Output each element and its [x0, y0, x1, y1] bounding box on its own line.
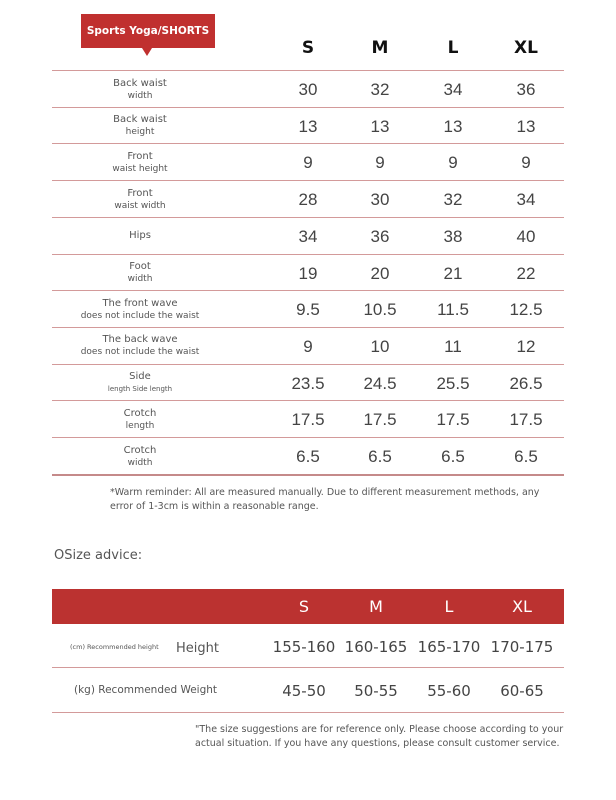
product-title-tag: Sports Yoga/SHORTS [81, 14, 215, 56]
footer-note: "The size suggestions are for reference … [195, 724, 564, 749]
measurement-label: Foot width [127, 261, 153, 284]
cell-value: 12 [516, 336, 536, 356]
measurement-label: Crotch width [123, 444, 157, 468]
table-row: Hips 34 36 38 40 [52, 216, 564, 254]
cell-value: 36 [370, 226, 390, 246]
cell-value: 34 [443, 80, 463, 99]
table-row: Back waist height 13 13 13 13 [52, 106, 564, 144]
cell-value: 28 [298, 190, 318, 210]
advice-size-XL: XL [512, 597, 532, 616]
table-row: Front waist width 28 30 32 34 [52, 180, 564, 217]
table-row: Foot width 19 20 21 22 [52, 253, 564, 291]
cell-value: 30 [298, 80, 318, 99]
cell-value: 36 [516, 80, 536, 99]
size-header-L: L [447, 38, 459, 58]
weight-value: 60-65 [500, 682, 544, 700]
height-unit-label: (cm) Recommended height [70, 643, 159, 651]
cell-value: 17.5 [363, 410, 397, 430]
weight-row: (kg) Recommended Weight 45-50 50-55 55-60 6… [52, 668, 564, 713]
size-header-S: S [301, 38, 315, 58]
height-row: (cm) Recommended height Height 155-160 16… [52, 624, 564, 668]
cell-value: 34 [298, 226, 318, 246]
advice-size-S: S [298, 597, 310, 616]
weight-label: (kg) Recommended Weight [74, 684, 218, 696]
warm-reminder: *Warm reminder: All are measured manuall… [110, 487, 540, 512]
table-row: Crotch width 6.5 6.5 6.5 6.5 [52, 437, 564, 474]
measurement-label: Side length Side length [107, 371, 173, 394]
cell-value: 19 [298, 263, 318, 283]
size-header-XL: XL [514, 38, 538, 58]
cell-value: 9 [303, 153, 313, 173]
cell-value: 17.5 [509, 410, 543, 430]
cell-value: 40 [516, 226, 536, 246]
cell-value: 13 [370, 116, 390, 136]
cell-value: 17.5 [436, 410, 470, 430]
measurement-label: Front waist height [112, 150, 168, 174]
cell-value: 6.5 [368, 447, 392, 466]
cell-value: 10.5 [363, 300, 397, 320]
height-value: 170-175 [490, 638, 554, 656]
cell-value: 11 [444, 336, 462, 356]
measurement-label: Crotch length [123, 407, 157, 431]
table-row: Front waist height 9 9 9 9 [52, 143, 564, 180]
cell-value: 9 [521, 153, 531, 173]
cell-value: 11.5 [437, 300, 469, 320]
table-row: The back wave does not include the waist 9… [52, 326, 564, 364]
cell-value: 9.5 [296, 300, 320, 320]
table-bottom-divider [52, 474, 564, 476]
cell-value: 24.5 [363, 373, 397, 393]
cell-value: 22 [516, 263, 536, 283]
measurement-label: Front waist width [114, 187, 166, 211]
advice-size-L: L [444, 597, 454, 616]
cell-value: 6.5 [441, 447, 465, 466]
cell-value: 9 [448, 153, 458, 173]
cell-value: 32 [443, 190, 463, 210]
cell-value: 26.5 [509, 373, 543, 393]
measurement-label: Hips [129, 230, 151, 242]
advice-header: S M L XL [52, 589, 564, 624]
cell-value: 13 [516, 116, 536, 136]
advice-size-M: M [369, 597, 383, 616]
size-advice-title: OSize advice: [54, 548, 143, 563]
cell-value: 23.5 [291, 373, 325, 393]
cell-value: 6.5 [296, 447, 320, 466]
table-row: Side length Side length 23.5 24.5 25.5 26.5 [52, 363, 564, 401]
weight-value: 55-60 [427, 682, 471, 700]
table-row: Back waist width 30 32 34 36 [52, 70, 564, 107]
height-value: 165-170 [417, 638, 481, 656]
cell-value: 32 [370, 80, 390, 99]
cell-value: 20 [370, 263, 390, 283]
table-row: The front wave does not include the waist… [52, 290, 564, 327]
cell-value: 13 [443, 116, 463, 136]
cell-value: 6.5 [514, 447, 538, 466]
measurement-label: The front wave does not include the waist [80, 297, 200, 321]
cell-value: 34 [516, 190, 536, 210]
weight-value: 45-50 [282, 682, 326, 700]
cell-value: 12.5 [509, 300, 543, 320]
cell-value: 10 [370, 336, 390, 356]
cell-value: 13 [298, 116, 318, 136]
measurement-label: Back waist width [113, 77, 167, 101]
cell-value: 9 [375, 153, 385, 173]
cell-value: 17.5 [291, 410, 325, 430]
height-label: Height [176, 641, 219, 656]
cell-value: 25.5 [436, 373, 470, 393]
size-header-M: M [371, 38, 389, 58]
cell-value: 21 [443, 263, 463, 283]
height-value: 160-165 [344, 638, 408, 656]
table-row: Crotch length 17.5 17.5 17.5 17.5 [52, 400, 564, 437]
weight-value: 50-55 [354, 682, 398, 700]
cell-value: 9 [303, 336, 313, 356]
measurement-label: Back waist height [113, 114, 167, 138]
cell-value: 38 [443, 226, 463, 246]
measurement-label: The back wave does not include the waist [80, 334, 200, 358]
height-value: 155-160 [272, 638, 336, 656]
cell-value: 30 [370, 190, 390, 210]
